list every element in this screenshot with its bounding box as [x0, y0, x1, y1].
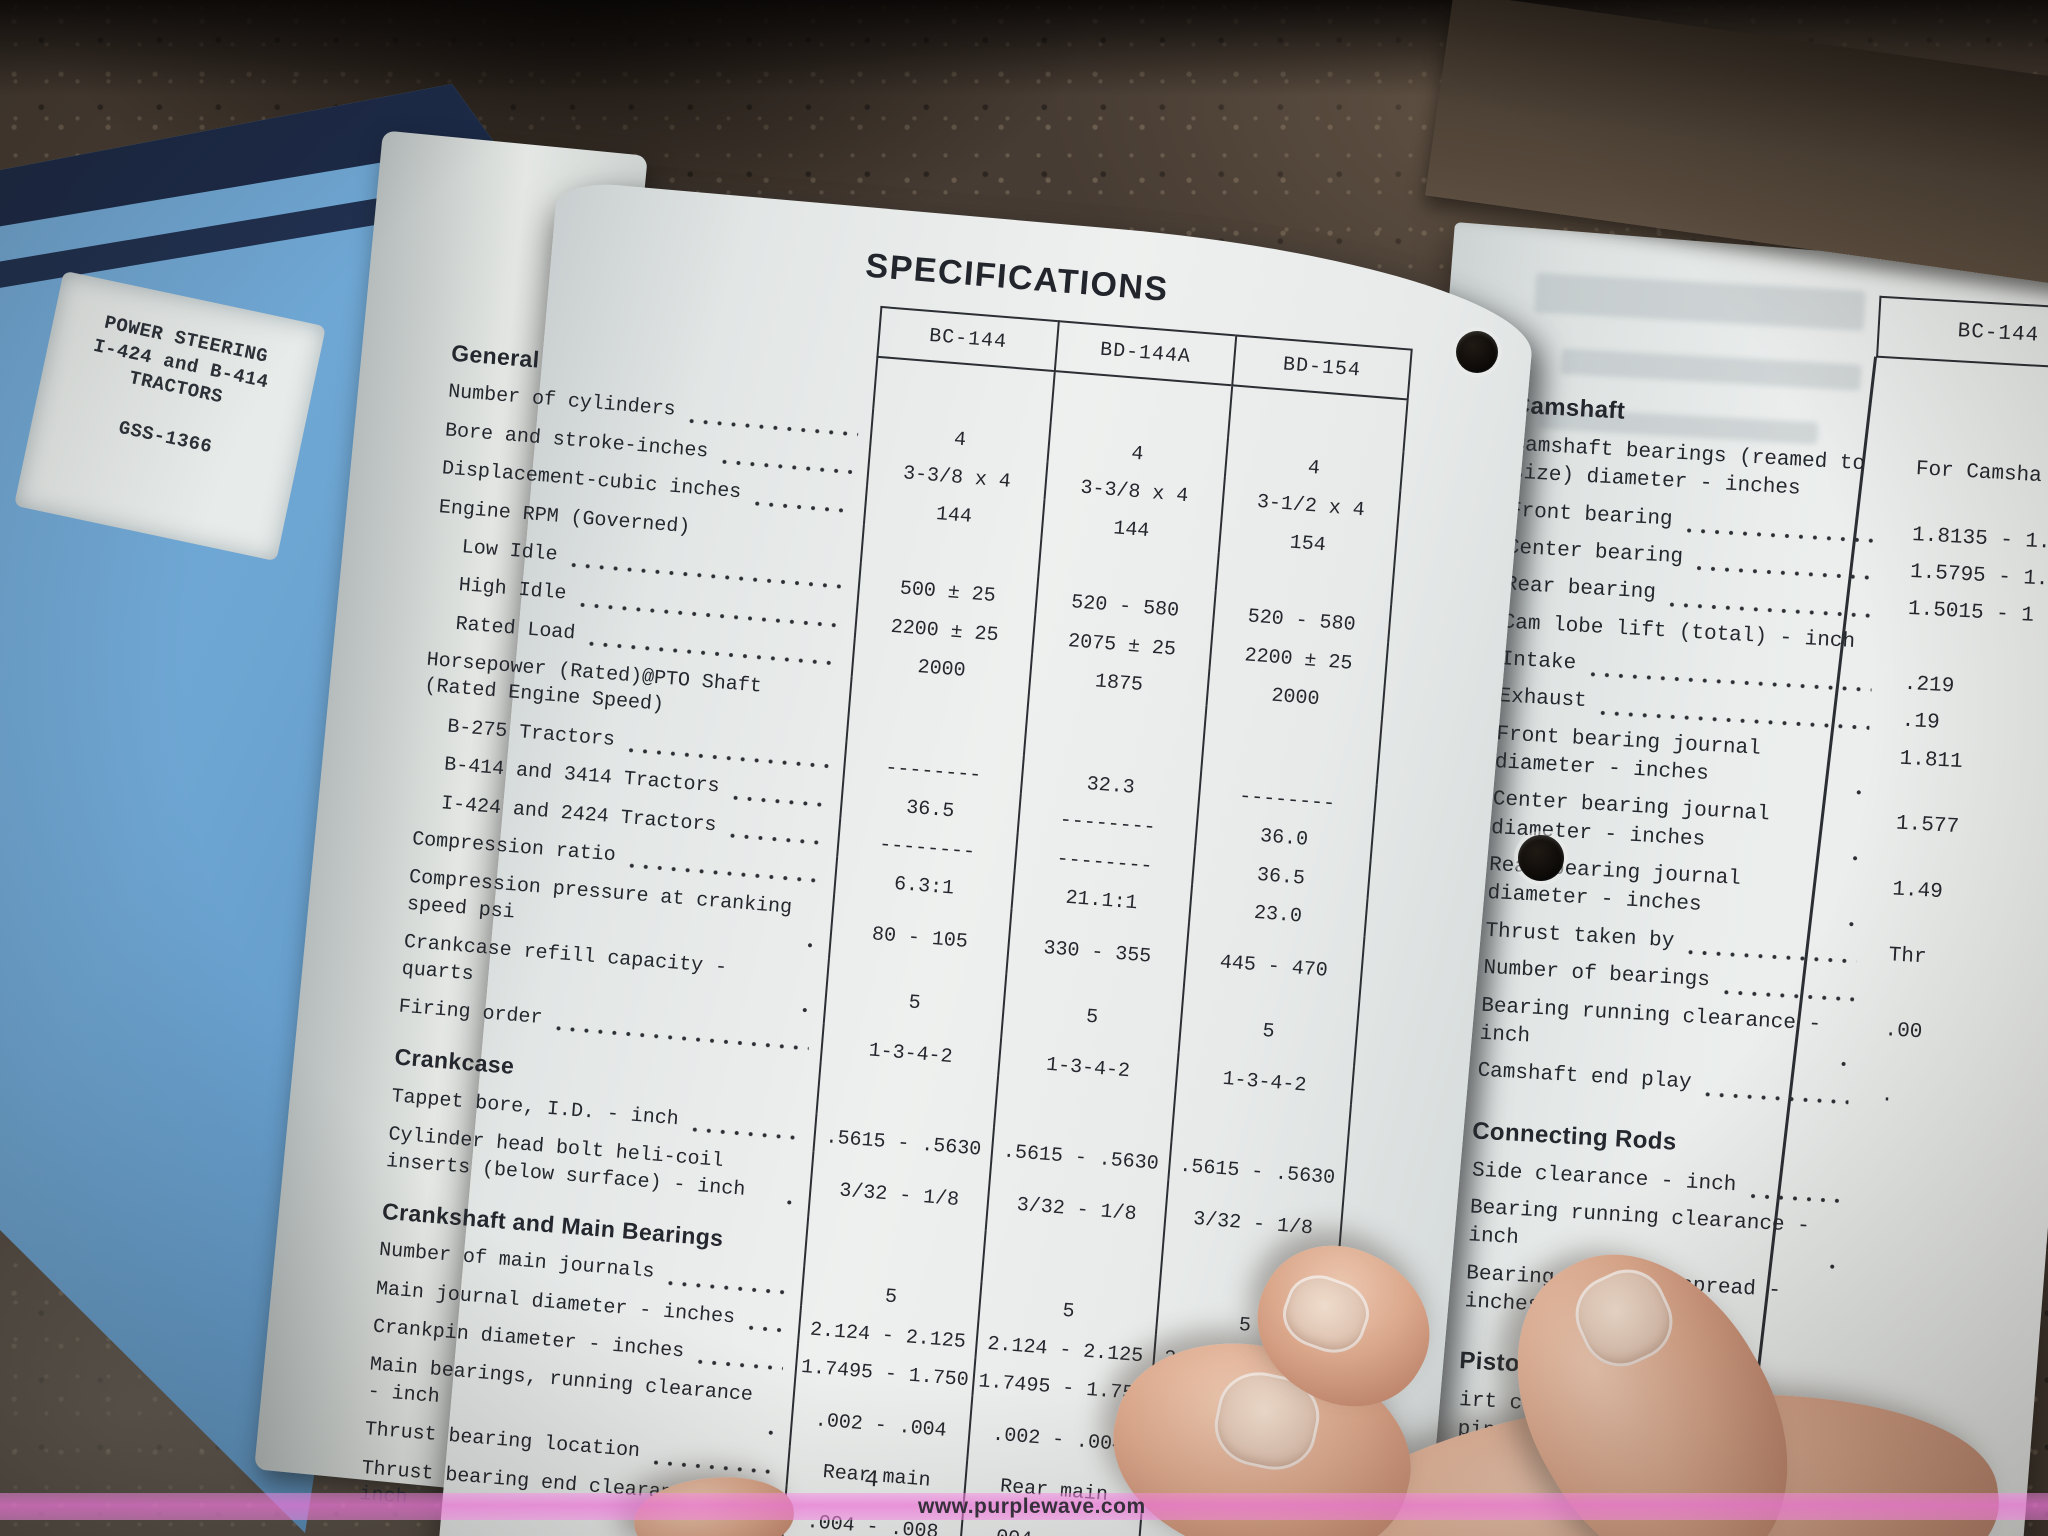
value-cell: .19: [1901, 710, 1941, 736]
row-label: Intake: [1499, 648, 1577, 676]
row-label: Exhaust: [1497, 685, 1588, 714]
row-label: Camshaft end play: [1476, 1059, 1693, 1095]
dotted-leader: [717, 448, 857, 476]
dotted-leader: [797, 996, 813, 1014]
value-cell: [1862, 972, 1888, 1011]
value-cell: Thr: [1888, 944, 1928, 970]
value-cell: [1881, 626, 1907, 665]
watermark-text: www.purplewave.com: [918, 1495, 1146, 1518]
dotted-leader: [1844, 910, 1860, 928]
value-cell: .: [1880, 1084, 1895, 1108]
dotted-leader: [1683, 939, 1858, 965]
watermark-band: [0, 1493, 2048, 1520]
dotted-leader: [725, 822, 827, 847]
value-cell: 1.811: [1899, 747, 1964, 774]
dotted-leader: [1665, 591, 1877, 619]
dotted-leader: [1700, 1080, 1850, 1105]
value-cell: [1847, 1211, 1875, 1278]
value-cell: For Camsha: [1915, 458, 2043, 489]
dotted-leader: [1692, 555, 1879, 582]
value-cell: 1.577: [1895, 812, 1960, 840]
dotted-leader: [687, 1116, 803, 1142]
row-label: Thrust taken by: [1484, 919, 1675, 954]
punch-hole: [1518, 835, 1564, 881]
punch-hole: [1456, 331, 1498, 373]
value-cell: [1843, 1277, 1871, 1344]
dotted-leader: [663, 1269, 791, 1296]
row-label: Front bearing: [1508, 499, 1674, 532]
row-label: Rear bearing: [1504, 573, 1657, 606]
dotted-leader: [1825, 1252, 1840, 1270]
dotted-leader: [782, 1188, 798, 1206]
dotted-leader: [684, 407, 860, 438]
dotted-leader: [728, 783, 830, 808]
right-column-header: BC-144: [1957, 319, 2040, 348]
row-label: High Idle: [457, 574, 568, 606]
row-label: Center bearing: [1506, 536, 1684, 570]
dotted-leader: [1745, 1182, 1844, 1205]
value-cell: 1.49: [1891, 878, 1944, 905]
section-heading-label: Crankcase: [393, 1043, 516, 1080]
dotted-leader: [1719, 978, 1855, 1002]
page-number: 4: [863, 1466, 880, 1495]
section-heading-label: General: [450, 339, 541, 373]
dotted-leader: [802, 931, 818, 950]
value-cell: [1850, 1174, 1876, 1213]
dotted-leader: [743, 1314, 788, 1334]
row-label: Low Idle: [460, 536, 559, 567]
dotted-leader: [1681, 517, 1881, 545]
dotted-leader: [763, 1419, 779, 1437]
value-cell: .219: [1903, 672, 1955, 699]
dotted-leader: [1847, 845, 1863, 862]
value-cell: .00: [1883, 1018, 1923, 1044]
dotted-leader: [693, 1348, 784, 1372]
row-label: Firing order: [397, 995, 544, 1031]
folder-code: GSS-1366: [116, 416, 215, 459]
row-label: Rated Load: [454, 612, 577, 646]
dotted-leader: [750, 489, 854, 514]
dotted-leader: [648, 1448, 776, 1475]
row-label: B-275 Tractors: [446, 715, 616, 752]
dotted-leader: [1836, 1050, 1852, 1068]
dotted-leader: [1851, 779, 1867, 797]
